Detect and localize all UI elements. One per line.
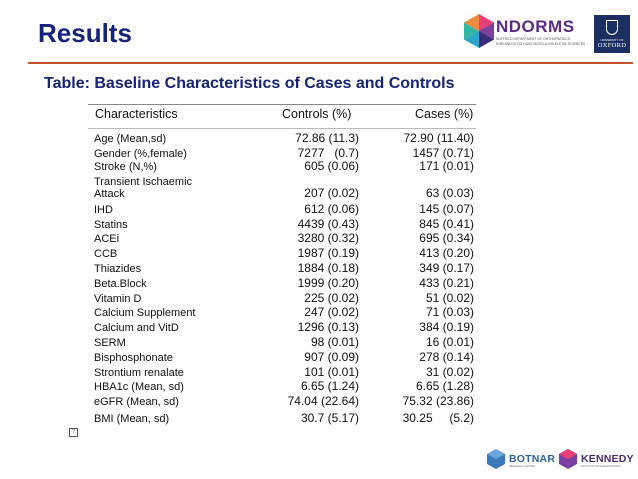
table-row: CCB 1987 (0.19) 413 (0.20) [94,245,474,261]
table-row: BMI (Mean, sd) 30.7 (5.17) 30.25 (5.2) [94,410,474,426]
table-row: IHD 612 (0.06) 145 (0.07) [94,201,474,217]
table-row: Age (Mean,sd) 72.86 (11.3) 72.90 (11.40) [94,130,475,146]
controls-value: 605 (0.06) [304,159,359,173]
table-row: Calcium Supplement 247 (0.02) 71 (0.03) [94,304,474,320]
row-label: Stroke (N,%) [94,161,157,173]
cases-value: 695 (0.34) [419,231,474,245]
table-row: Bisphosphonate 907 (0.09) 278 (0.14) [94,349,474,365]
controls-value: 7277 (0.7) [297,146,359,160]
botnar-hexagon-icon [487,449,505,469]
cases-value: 71 (0.03) [425,305,474,319]
ndorms-logo: NDORMS NUFFIELD DEPARTMENT OF ORTHOPAEDI… [463,13,588,53]
cases-value: 433 (0.21) [419,276,474,290]
kennedy-hexagon-icon [559,449,577,469]
controls-value: 612 (0.06) [304,202,359,216]
controls-value: 101 (0.01) [304,365,359,379]
cases-value: 31 (0.02) [425,365,474,379]
row-label: eGFR (Mean, sd) [94,396,179,408]
table-row: SERM 98 (0.01) 16 (0.01) [94,334,474,350]
controls-value: 6.65 (1.24) [300,379,359,393]
row-label: Strontium renalate [94,367,184,379]
table-row: HBA1c (Mean, sd) 6.65 (1.24) 6.65 (1.28) [94,378,474,394]
kennedy-subtitle: INSTITUTE OF RHEUMATOLOGY [581,465,622,468]
ndorms-wordmark: NDORMS [496,17,575,36]
table-header-rule [88,128,476,129]
row-label: Calcium Supplement [94,307,196,319]
oxford-crest-icon [606,20,618,35]
cases-value: 413 (0.20) [419,246,474,260]
table-row: Calcium and VitD 1296 (0.13) 384 (0.19) [94,319,474,335]
controls-value: 225 (0.02) [304,291,359,305]
title-divider [28,62,633,64]
cases-value: 171 (0.01) [419,159,474,173]
cases-value: 30.25 (5.2) [402,411,474,425]
table-row: Statins 4439 (0.43) 845 (0.41) [94,216,474,232]
table-caption: Table: Baseline Characteristics of Cases… [44,75,455,92]
row-label: Beta.Block [94,278,147,290]
table-row: Beta.Block 1999 (0.20) 433 (0.21) [94,275,474,291]
controls-value: 207 (0.02) [304,186,359,200]
controls-value: 4439 (0.43) [297,217,359,231]
oxford-university-of: UNIVERSITY OF [600,38,624,42]
oxford-logo: UNIVERSITY OF OXFORD [594,15,630,53]
controls-value: 98 (0.01) [310,335,359,349]
oxford-wordmark: OXFORD [597,42,627,49]
cases-value: 145 (0.07) [419,202,474,216]
controls-value: 907 (0.09) [304,350,359,364]
controls-value: 3280 (0.32) [297,231,359,245]
row-label: Gender (%,female) [94,148,187,160]
table-row: eGFR (Mean, sd) 74.04 (22.64) 75.32 (23.86… [94,393,474,409]
cases-value: 845 (0.41) [419,217,474,231]
table-row: Vitamin D 225 (0.02) 51 (0.02) [94,290,474,306]
slide-title: Results [38,18,132,48]
cases-value: 1457 (0.71) [412,146,474,160]
row-label: Vitamin D [94,293,142,305]
cases-value: 384 (0.19) [419,320,474,334]
cases-value: 63 (0.03) [425,186,474,200]
row-label: Bisphosphonate [94,352,173,364]
kennedy-wordmark: KENNEDY [581,453,634,465]
column-header-characteristics: Characteristics [95,107,178,121]
table-row: Thiazides 1884 (0.18) 349 (0.17) [94,260,474,276]
row-label: Calcium and VitD [94,322,179,334]
controls-value: 1296 (0.13) [297,320,359,334]
controls-value: 30.7 (5.17) [300,411,359,425]
table-row: Transient Ischaemic Attack 207 (0.02) 63 (… [94,172,474,200]
controls-value: 1987 (0.19) [297,246,359,260]
cases-value: 51 (0.02) [425,291,474,305]
column-header-cases: Cases (%) [415,107,474,121]
cases-value: 16 (0.01) [425,335,474,349]
column-header-controls: Controls (%) [282,107,352,121]
row-label: Transient Ischaemic Attack [94,176,193,200]
row-label: ACEi [94,233,120,245]
row-label: CCB [94,248,118,260]
row-label: Age (Mean,sd) [94,133,167,145]
row-label: BMI (Mean, sd) [94,413,170,425]
cases-value: 75.32 (23.86) [402,394,474,408]
table-row: Strontium renalate 101 (0.01) 31 (0.02) [94,364,474,380]
controls-value: 247 (0.02) [304,305,359,319]
table-row: ACEi 3280 (0.32) 695 (0.34) [94,230,474,246]
cases-value: 72.90 (11.40) [403,131,475,145]
row-label: IHD [94,204,113,216]
controls-value: 1884 (0.18) [297,261,359,275]
row-label: HBA1c (Mean, sd) [94,381,184,393]
controls-value: 1999 (0.20) [297,276,359,290]
cases-value: 349 (0.17) [419,261,474,275]
ndorms-hexagon-icon [464,14,494,48]
controls-value: 74.04 (22.64) [287,394,359,408]
placeholder-icon: ? [69,428,78,437]
row-label: Statins [94,219,128,231]
row-label: Thiazides [94,263,142,275]
table-top-rule [88,104,476,105]
table-row: Stroke (N,%) 605 (0.06) 171 (0.01) [94,158,474,174]
botnar-wordmark: BOTNAR [509,453,556,465]
row-label: SERM [94,337,126,349]
controls-value: 72.86 (11.3) [295,131,359,145]
cases-value: 278 (0.14) [419,350,474,364]
botnar-subtitle: RESEARCH CENTRE [509,465,535,468]
table-row: Gender (%,female) 7277 (0.7) 1457 (0.71) [94,145,474,161]
cases-value: 6.65 (1.28) [415,379,474,393]
ndorms-tagline: NUFFIELD DEPARTMENT OF ORTHOPAEDICS, RHE… [496,37,586,46]
